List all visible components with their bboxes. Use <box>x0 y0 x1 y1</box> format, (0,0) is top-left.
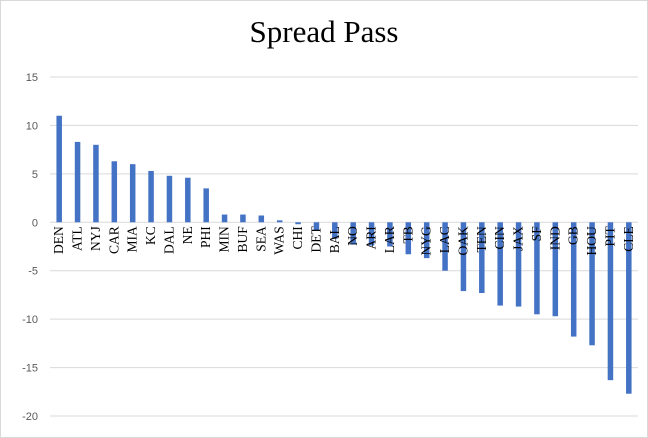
bar-buf <box>240 214 246 223</box>
bar-ari <box>368 222 375 246</box>
x-tick-label: ATL <box>70 226 85 251</box>
x-tick-label: NYG <box>419 226 434 255</box>
bar-no <box>350 222 356 245</box>
x-tick-label: CHI <box>290 226 305 250</box>
x-tick-label: JAX <box>511 226 526 251</box>
bar-hou <box>589 222 595 346</box>
y-tick-label: -15 <box>22 363 38 375</box>
x-tick-label: CAR <box>106 226 121 254</box>
bar-ind <box>552 222 559 317</box>
bar-nyg <box>423 222 430 259</box>
x-tick-label: LAR <box>382 226 397 253</box>
bar-oak <box>460 222 467 292</box>
y-tick-label: -20 <box>22 411 38 423</box>
x-tick-label: BAL <box>327 226 342 253</box>
bar-bal <box>332 222 338 239</box>
bar-tb <box>405 222 412 255</box>
x-tick-label: NYJ <box>88 226 103 251</box>
x-tick-label: MIA <box>125 226 140 252</box>
y-tick-label: 10 <box>26 120 38 132</box>
x-tick-label: NE <box>180 226 195 244</box>
x-tick-label: ARI <box>364 226 379 250</box>
bar-ten <box>479 222 485 293</box>
bar-cle <box>626 222 632 394</box>
x-tick-label: PHI <box>198 226 213 248</box>
x-tick-label: HOU <box>584 226 599 255</box>
bar-mia <box>129 164 136 223</box>
x-tick-label: WAS <box>272 226 287 255</box>
x-tick-label: TB <box>400 226 415 243</box>
x-tick-label: PIT <box>602 226 617 247</box>
bar-det <box>313 222 320 231</box>
x-tick-label: CIN <box>492 226 507 250</box>
bar-lac <box>442 222 448 271</box>
bar-was <box>276 220 283 223</box>
bar-den <box>56 115 62 223</box>
y-tick-label: 5 <box>32 169 38 181</box>
chart-title: Spread Pass <box>249 14 399 49</box>
bar-kc <box>148 170 154 223</box>
bar-gb <box>570 222 577 337</box>
y-tick-label: -10 <box>22 314 38 326</box>
x-tick-label: IND <box>547 226 562 250</box>
bar-lar <box>387 222 393 247</box>
y-tick-label: 15 <box>26 72 38 84</box>
x-tick-label: CLE <box>621 226 636 252</box>
bar-jax <box>515 222 522 307</box>
bar-sf <box>534 222 540 315</box>
x-tick-label: KC <box>143 226 158 245</box>
bar-phi <box>203 188 209 223</box>
y-tick-label: -5 <box>28 266 38 278</box>
bar-atl <box>74 141 81 223</box>
x-tick-label: BUF <box>235 226 250 253</box>
bar-chi <box>295 222 301 225</box>
x-tick-label: NO <box>345 226 360 246</box>
bar-dal <box>166 175 173 223</box>
y-tick-label: 0 <box>32 217 38 229</box>
x-tick-label: DET <box>308 226 323 253</box>
bar-sea <box>258 215 265 223</box>
x-tick-label: LAC <box>437 226 452 253</box>
x-tick-label: SEA <box>253 226 268 252</box>
x-tick-label: DAL <box>161 226 176 254</box>
x-tick-label: GB <box>566 226 581 245</box>
x-tick-label: TEN <box>474 226 489 252</box>
x-tick-label: MIN <box>217 226 232 252</box>
x-tick-label: DEN <box>51 226 66 254</box>
bar-car <box>111 161 118 223</box>
bar-min <box>221 214 228 223</box>
bar-pit <box>607 222 614 381</box>
x-tick-label: OAK <box>455 226 470 255</box>
x-tick-label: SF <box>529 226 544 242</box>
bar-ne <box>185 177 191 223</box>
bar-cin <box>497 222 503 306</box>
bar-nyj <box>93 144 99 223</box>
